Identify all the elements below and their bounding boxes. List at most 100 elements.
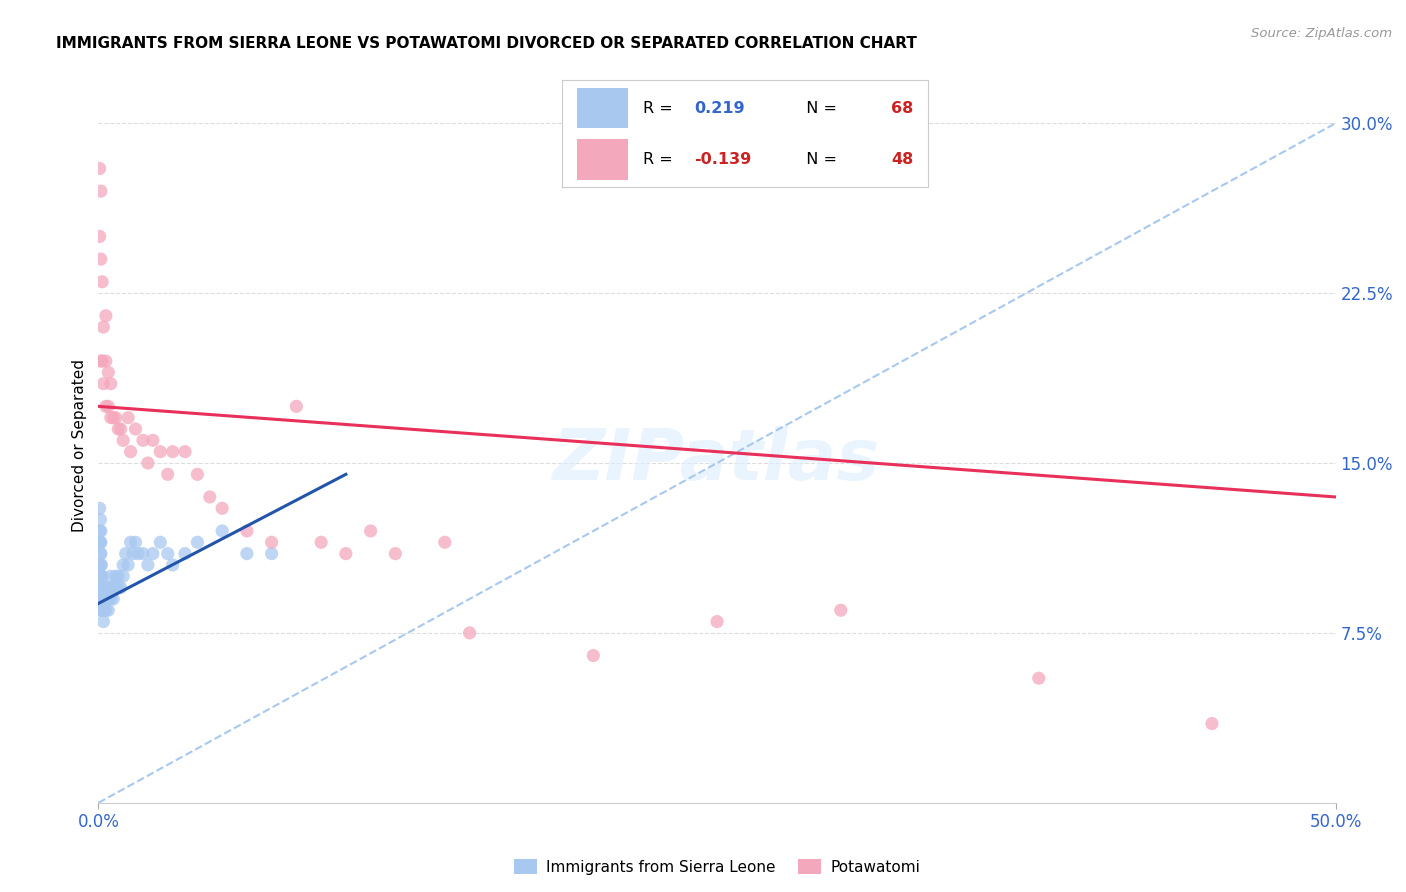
Point bbox=[122, 547, 145, 561]
Point bbox=[93, 603, 115, 617]
Point bbox=[90, 558, 112, 572]
Legend: Immigrants from Sierra Leone, Potawatomi: Immigrants from Sierra Leone, Potawatomi bbox=[508, 853, 927, 880]
Point bbox=[93, 603, 115, 617]
Point bbox=[94, 603, 117, 617]
Point bbox=[90, 591, 112, 606]
Point bbox=[90, 354, 112, 368]
Point bbox=[91, 581, 114, 595]
Point bbox=[107, 581, 129, 595]
Point bbox=[89, 229, 111, 244]
Point bbox=[97, 591, 120, 606]
Point bbox=[107, 569, 129, 583]
Point bbox=[112, 569, 135, 583]
Y-axis label: Divorced or Separated: Divorced or Separated bbox=[72, 359, 87, 533]
Point bbox=[89, 581, 111, 595]
Point bbox=[91, 591, 114, 606]
Point bbox=[136, 558, 159, 572]
Text: 0.219: 0.219 bbox=[695, 101, 745, 116]
Point bbox=[100, 591, 122, 606]
Point bbox=[309, 535, 332, 549]
Text: -0.139: -0.139 bbox=[695, 152, 751, 167]
Point bbox=[132, 434, 155, 448]
Point bbox=[90, 581, 112, 595]
Point bbox=[94, 400, 117, 414]
Point bbox=[112, 434, 135, 448]
Point bbox=[89, 547, 111, 561]
Point bbox=[174, 547, 197, 561]
Point bbox=[103, 410, 125, 425]
Bar bbox=[576, 87, 628, 128]
Point bbox=[93, 591, 115, 606]
Point bbox=[136, 456, 159, 470]
Point bbox=[110, 581, 132, 595]
Point bbox=[211, 501, 233, 516]
Point bbox=[120, 444, 142, 458]
Point bbox=[149, 535, 172, 549]
Point bbox=[458, 626, 481, 640]
Point bbox=[97, 400, 120, 414]
Point bbox=[433, 535, 456, 549]
Point bbox=[90, 535, 112, 549]
Point bbox=[582, 648, 605, 663]
Text: N =: N = bbox=[796, 101, 842, 116]
Point bbox=[93, 376, 115, 391]
Point bbox=[120, 535, 142, 549]
Point bbox=[100, 581, 122, 595]
Point bbox=[93, 615, 115, 629]
Point bbox=[100, 376, 122, 391]
Point bbox=[236, 524, 259, 538]
Point bbox=[91, 275, 114, 289]
Point bbox=[211, 524, 233, 538]
Point bbox=[94, 591, 117, 606]
Text: R =: R = bbox=[643, 152, 678, 167]
Point bbox=[100, 410, 122, 425]
Point bbox=[89, 535, 111, 549]
Text: Source: ZipAtlas.com: Source: ZipAtlas.com bbox=[1251, 27, 1392, 40]
Point bbox=[360, 524, 382, 538]
Point bbox=[156, 467, 179, 482]
Point bbox=[132, 547, 155, 561]
Point bbox=[110, 422, 132, 436]
Text: 68: 68 bbox=[891, 101, 914, 116]
Point bbox=[94, 581, 117, 595]
Point bbox=[97, 365, 120, 379]
Point bbox=[103, 581, 125, 595]
Point bbox=[1201, 716, 1223, 731]
Point bbox=[97, 581, 120, 595]
Point bbox=[104, 410, 127, 425]
Point bbox=[149, 444, 172, 458]
Point bbox=[117, 410, 139, 425]
Bar bbox=[576, 139, 628, 180]
Point bbox=[91, 603, 114, 617]
Point bbox=[100, 569, 122, 583]
Point bbox=[89, 501, 111, 516]
Point bbox=[186, 535, 208, 549]
Point bbox=[162, 558, 184, 572]
Point bbox=[142, 547, 165, 561]
Text: R =: R = bbox=[643, 101, 678, 116]
Point bbox=[91, 354, 114, 368]
Point bbox=[142, 434, 165, 448]
Point bbox=[91, 603, 114, 617]
Point bbox=[104, 581, 127, 595]
Point bbox=[89, 569, 111, 583]
Point bbox=[285, 400, 308, 414]
Point bbox=[93, 320, 115, 334]
Point bbox=[93, 591, 115, 606]
Point bbox=[1028, 671, 1050, 685]
Point bbox=[260, 547, 283, 561]
Point bbox=[90, 581, 112, 595]
Point bbox=[89, 524, 111, 538]
Point bbox=[260, 535, 283, 549]
Point bbox=[89, 558, 111, 572]
Point bbox=[94, 354, 117, 368]
Point bbox=[90, 252, 112, 266]
Text: ZIPatlas: ZIPatlas bbox=[554, 425, 880, 495]
Point bbox=[114, 547, 136, 561]
Point bbox=[90, 569, 112, 583]
Point bbox=[94, 309, 117, 323]
Point bbox=[706, 615, 728, 629]
Point bbox=[198, 490, 221, 504]
Point bbox=[186, 467, 208, 482]
Point bbox=[107, 422, 129, 436]
